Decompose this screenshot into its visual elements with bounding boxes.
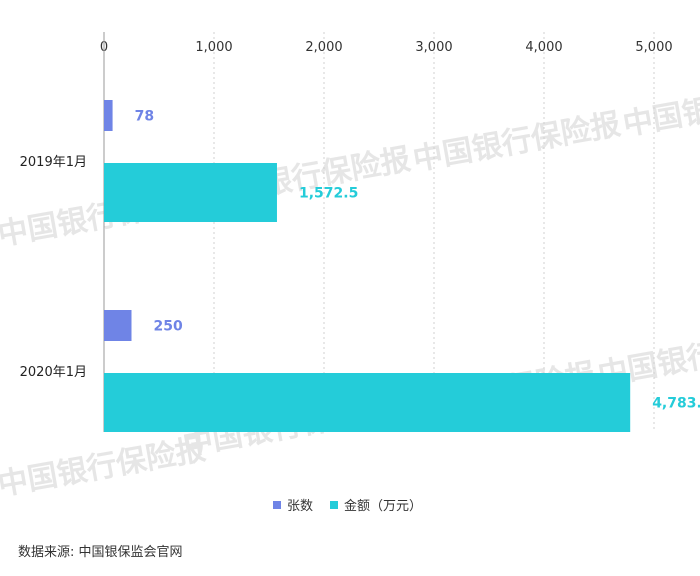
legend-swatch	[273, 501, 281, 509]
x-tick-label: 2,000	[305, 40, 342, 55]
category-label: 2019年1月	[20, 155, 87, 170]
bar-count	[104, 100, 113, 131]
data-label-count: 250	[154, 319, 183, 335]
x-axis-ticks: 0 1,000 2,000 3,000 4,000 5,000	[100, 40, 673, 55]
bar-count	[104, 310, 132, 341]
x-tick-label: 1,000	[195, 40, 232, 55]
watermark-text: 中国银行保险报	[620, 72, 700, 143]
legend: 张数 金额（万元）	[273, 498, 422, 514]
watermark-text: 中国银行保险报	[0, 432, 208, 503]
watermark-layer: 中国银行保险报中国银行保险报中国银行保险报中国银行保险报中国银行保险报中国银行保…	[0, 72, 700, 503]
watermark-text: 中国银行保险报	[410, 107, 623, 178]
category-labels: 2019年1月 2020年1月	[20, 155, 87, 380]
data-label-amount: 1,572.5	[299, 186, 358, 202]
data-source-note: 数据来源: 中国银保监会官网	[18, 545, 183, 560]
data-label-count: 78	[135, 109, 154, 125]
gridlines	[213, 32, 655, 432]
data-label-amount: 4,783.6	[652, 396, 700, 412]
bar-amount	[104, 163, 277, 222]
category-label: 2020年1月	[20, 365, 87, 380]
bars: 78 1,572.5 250 4,783.6	[104, 100, 700, 432]
bar-amount	[104, 373, 631, 432]
legend-label: 金额（万元）	[344, 498, 422, 514]
x-tick-label: 4,000	[525, 40, 562, 55]
x-tick-label: 3,000	[415, 40, 452, 55]
legend-label: 张数	[287, 499, 313, 514]
x-tick-label: 5,000	[635, 40, 672, 55]
legend-swatch	[330, 501, 338, 509]
